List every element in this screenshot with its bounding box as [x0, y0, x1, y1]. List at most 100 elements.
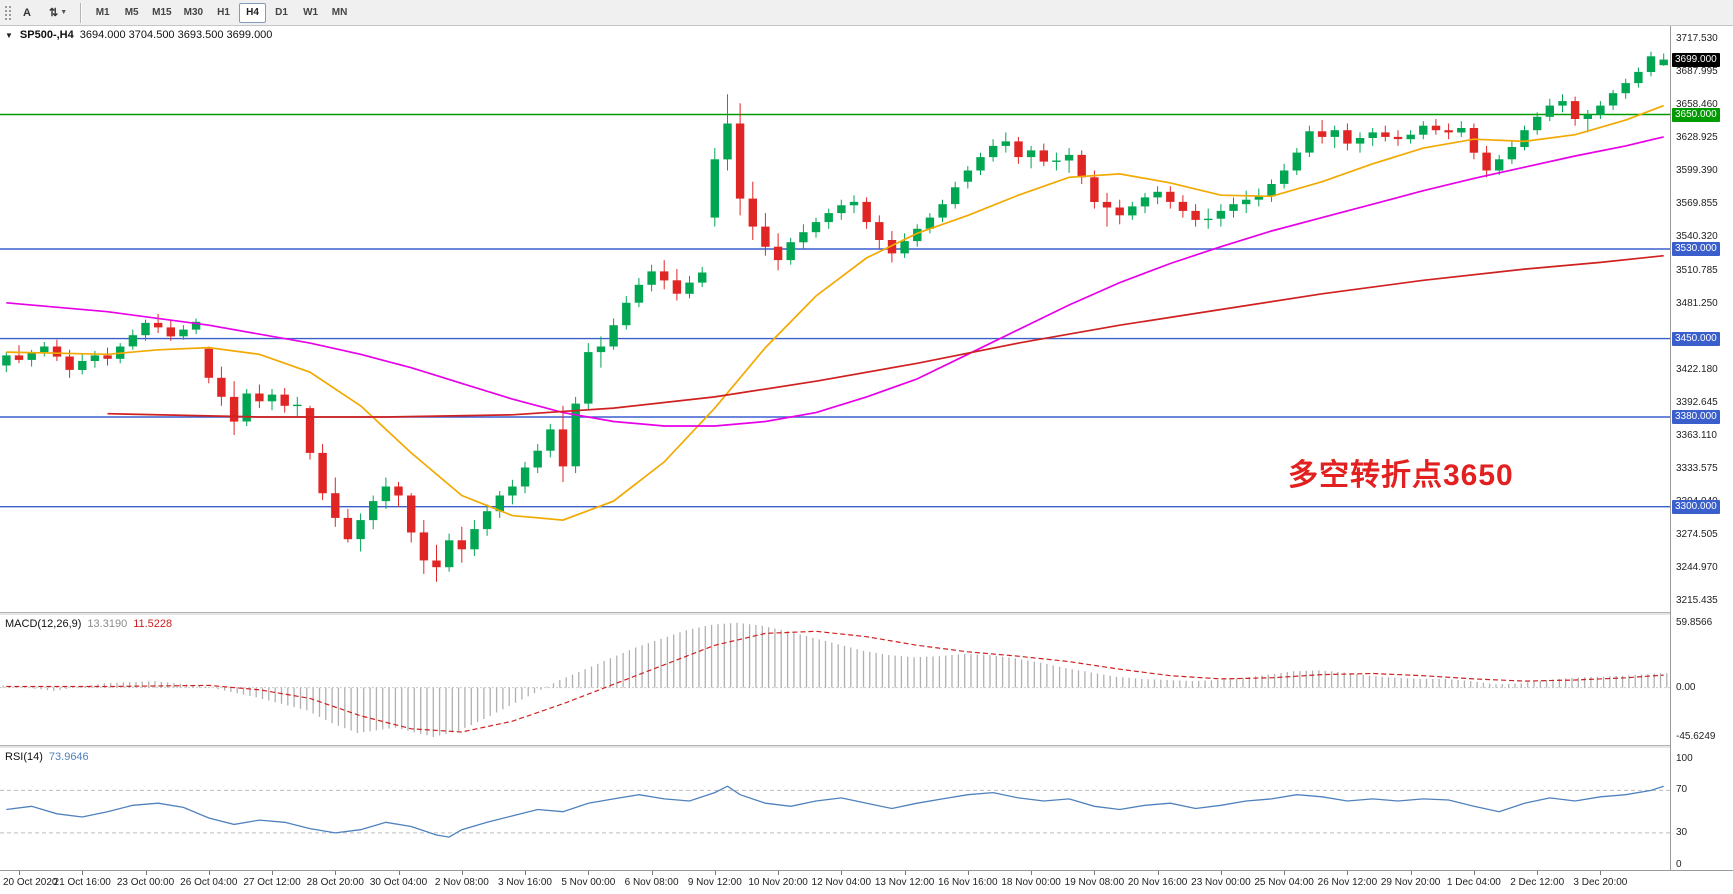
time-axis-label: 28 Oct 20:00: [306, 877, 364, 888]
axis-tick-label: 3215.435: [1676, 595, 1718, 607]
time-axis-label: 18 Nov 00:00: [1001, 877, 1061, 888]
annotate-button[interactable]: A: [17, 3, 41, 23]
rsi-indicator-panel[interactable]: RSI(14) 73.9646: [0, 748, 1670, 870]
main-chart-panel[interactable]: ▼ SP500-,H4 3694.000 3704.500 3693.500 3…: [0, 26, 1670, 612]
axis-tick-label: 100: [1676, 752, 1693, 764]
axis-tick-label: 3687.995: [1676, 65, 1718, 77]
axis-tick-label: 59.8566: [1676, 616, 1713, 628]
chart-menu-icon[interactable]: ▼: [5, 31, 13, 40]
panel-divider[interactable]: [0, 745, 1733, 748]
time-axis-label: 20 Nov 16:00: [1127, 877, 1188, 888]
time-tick: [461, 871, 463, 875]
time-axis-label: 2 Nov 08:00: [434, 877, 489, 888]
timeframe-h1-button[interactable]: H1: [210, 3, 237, 23]
time-tick: [82, 871, 84, 875]
time-axis-label: 25 Nov 04:00: [1254, 877, 1314, 888]
time-tick: [1220, 871, 1222, 875]
time-tick: [1537, 871, 1539, 875]
time-axis-label: 3 Dec 20:00: [1573, 877, 1628, 888]
chart-header: ▼ SP500-,H4 3694.000 3704.500 3693.500 3…: [5, 29, 272, 41]
macd-name: MACD(12,26,9): [5, 618, 82, 630]
time-tick: [208, 871, 210, 875]
macd-value: 13.3190: [87, 618, 128, 630]
chart-annotation-text: 多空转折点3650: [1288, 459, 1514, 492]
macd-indicator-panel[interactable]: MACD(12,26,9) 13.3190 11.5228: [0, 615, 1670, 745]
ohlc-values: 3694.000 3704.500 3693.500 3699.000: [79, 29, 273, 41]
axis-tick-label: 3274.505: [1676, 529, 1718, 541]
timeframe-h4-button[interactable]: H4: [239, 2, 267, 23]
panel-divider[interactable]: [0, 612, 1733, 615]
time-tick: [19, 871, 20, 875]
cursor-tool-button[interactable]: ⇅ ▼: [43, 3, 73, 23]
time-tick: [525, 871, 526, 875]
time-tick: [335, 871, 337, 875]
macd-plot[interactable]: [0, 615, 1670, 745]
time-tick: [398, 871, 400, 875]
time-axis[interactable]: 20 Oct 2020 21 Oct 16:00 23 Oct 00:00 26 Oc…: [0, 870, 1733, 894]
axis-tick-label: 0.00: [1676, 681, 1696, 693]
time-axis-label: 2 Dec 12:00: [1510, 877, 1565, 888]
price-line-label: 3380.000: [1672, 410, 1720, 424]
time-axis-label: 26 Oct 04:00: [180, 877, 238, 888]
time-axis-label: 19 Nov 08:00: [1064, 877, 1125, 888]
time-tick: [1157, 871, 1159, 875]
price-line-label: 3450.000: [1672, 331, 1720, 346]
price-line-label: 3300.000: [1672, 499, 1720, 514]
time-tick: [841, 871, 843, 875]
macd-signal-value: 11.5228: [133, 618, 173, 630]
rsi-plot[interactable]: [0, 748, 1670, 870]
axis-tick-label: 3244.970: [1676, 562, 1718, 574]
time-axis-label: 30 Oct 04:00: [369, 877, 428, 888]
toolbar-separator: [80, 2, 83, 23]
timeframe-m5-button[interactable]: M5: [118, 3, 145, 23]
rsi-name: RSI(14): [5, 751, 43, 763]
axis-tick-label: 3422.180: [1676, 363, 1718, 375]
rsi-header: RSI(14) 73.9646: [5, 751, 89, 763]
time-tick: [272, 871, 273, 875]
timeframe-button-group: M1 M5 M15 M30 H1 H4 D1 W1 MN: [88, 2, 354, 23]
price-line-label: 3699.000: [1672, 52, 1720, 67]
symbol-label: SP500-,H4: [19, 29, 74, 41]
time-axis-label: 10 Nov 20:00: [748, 877, 808, 888]
timeframe-m1-button[interactable]: M1: [89, 3, 116, 23]
time-tick: [778, 871, 780, 875]
axis-tick-label: 70: [1676, 784, 1688, 796]
price-axis[interactable]: 3717.530 3687.995 3658.460 3628.925 3599.390…: [1670, 26, 1733, 870]
rsi-value: 73.9646: [48, 751, 89, 763]
timeframe-mn-button[interactable]: MN: [326, 3, 353, 23]
time-axis-label: 27 Oct 12:00: [243, 877, 301, 888]
price-line-label: 3530.000: [1672, 242, 1720, 256]
time-axis-label: 1 Dec 04:00: [1446, 877, 1501, 888]
axis-tick-label: 3481.250: [1676, 297, 1718, 309]
time-tick: [1600, 871, 1602, 875]
axis-tick-label: 30: [1676, 826, 1688, 838]
time-tick: [1410, 871, 1412, 875]
toolbar: A ⇅ ▼ M1 M5 M15 M30 H1 H4 D1 W1 MN: [0, 0, 1733, 26]
time-tick: [1094, 871, 1096, 875]
axis-tick-label: 0: [1676, 858, 1682, 870]
axis-tick-label: 3333.575: [1676, 463, 1718, 475]
time-axis-label: 9 Nov 12:00: [687, 877, 742, 888]
time-tick: [145, 871, 147, 875]
time-axis-label: 12 Nov 04:00: [811, 877, 872, 888]
axis-tick-label: 3392.645: [1676, 396, 1718, 408]
toolbar-handle[interactable]: [4, 4, 12, 21]
time-tick: [1031, 871, 1033, 875]
time-tick: [1347, 871, 1349, 875]
time-axis-label: 29 Nov 20:00: [1380, 877, 1441, 888]
time-axis-label: 26 Nov 12:00: [1317, 877, 1378, 888]
time-axis-label: 3 Nov 16:00: [498, 877, 552, 888]
timeframe-w1-button[interactable]: W1: [297, 3, 324, 23]
timeframe-m30-button[interactable]: M30: [179, 3, 208, 23]
timeframe-m15-button[interactable]: M15: [147, 3, 176, 23]
axis-tick-label: 3658.460: [1676, 99, 1718, 110]
axis-tick-label: 3540.320: [1676, 231, 1718, 243]
axis-tick-label: 3628.925: [1676, 132, 1718, 144]
price-line-label: 3650.000: [1672, 107, 1720, 122]
time-axis-label: 23 Oct 00:00: [116, 877, 175, 888]
axis-tick-label: 3569.855: [1676, 198, 1718, 210]
main-chart-plot[interactable]: [0, 26, 1670, 612]
timeframe-d1-button[interactable]: D1: [268, 3, 295, 23]
time-tick: [904, 871, 906, 875]
time-axis-label: 5 Nov 00:00: [561, 877, 616, 888]
